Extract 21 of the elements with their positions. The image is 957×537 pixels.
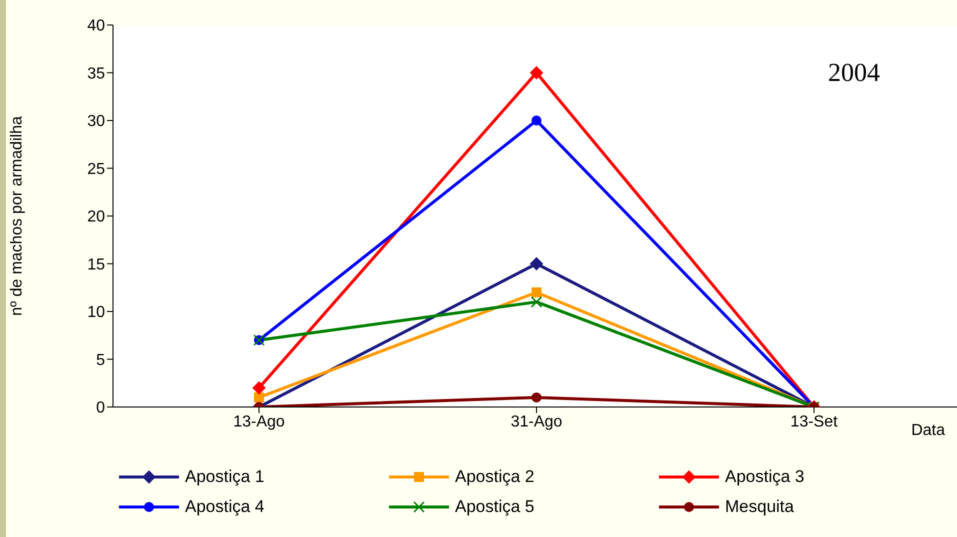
legend-label: Apostiça 4: [185, 497, 264, 517]
y-tick-label: 40: [87, 18, 106, 35]
legend-label: Mesquita: [725, 497, 794, 517]
x-tick-label: 31-Ago: [510, 413, 562, 430]
annotation: 2004: [828, 58, 880, 88]
legend-label: Apostiça 1: [185, 467, 264, 487]
y-tick-label: 25: [87, 160, 106, 178]
legend-label: Apostiça 3: [725, 467, 804, 487]
y-tick-label: 10: [87, 304, 106, 322]
legend-label: Apostiça 2: [455, 467, 534, 487]
y-tick-label: 35: [87, 65, 106, 82]
y-tick-label: 15: [87, 256, 106, 274]
x-tick-label: 13-Set: [790, 413, 838, 430]
x-tick-label: 13-Ago: [233, 413, 285, 430]
y-tick-label: 20: [87, 208, 106, 226]
y-axis-title: nº de machos por armadilha: [8, 116, 26, 316]
x-axis-title: Data: [911, 422, 946, 439]
y-tick-label: 0: [96, 400, 106, 417]
y-tick-label: 5: [96, 352, 106, 369]
y-tick-label: 30: [87, 113, 106, 130]
legend-label: Apostiça 5: [455, 497, 534, 517]
